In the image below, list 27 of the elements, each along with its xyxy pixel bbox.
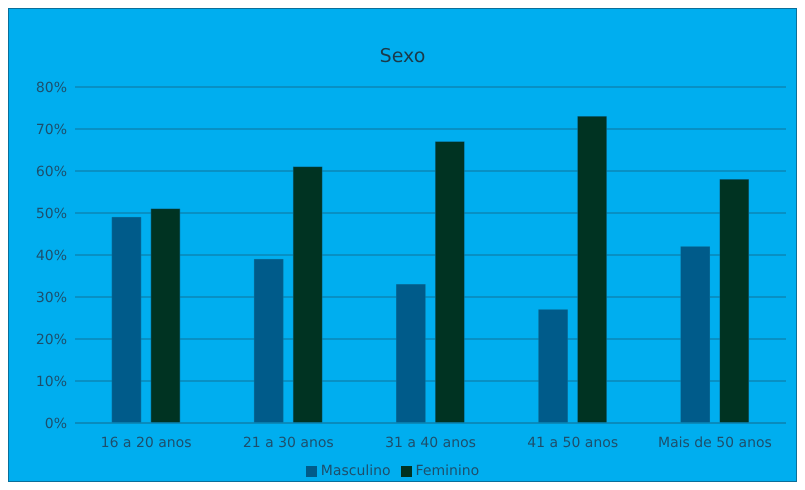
- y-tick-label: 0%: [44, 416, 67, 432]
- bar: [254, 258, 284, 423]
- y-tick-label: 40%: [36, 248, 67, 264]
- y-tick-label: 70%: [36, 122, 67, 138]
- y-tick-label: 60%: [36, 164, 67, 180]
- y-tick-label: 50%: [36, 206, 67, 222]
- x-tick-label: 16 a 20 anos: [100, 434, 192, 451]
- bar: [680, 246, 710, 423]
- y-tick-label: 80%: [36, 80, 67, 96]
- bar: [396, 284, 426, 423]
- bar: [150, 208, 180, 423]
- legend-label: Feminino: [416, 463, 480, 479]
- bar: [538, 309, 568, 423]
- bar: [577, 116, 607, 423]
- y-tick-label: 30%: [36, 290, 67, 306]
- x-tick-label: 21 a 30 anos: [242, 434, 334, 451]
- bar: [112, 216, 142, 423]
- legend-label: Masculino: [320, 463, 391, 479]
- bar: [720, 179, 750, 423]
- x-tick-label: 41 a 50 anos: [527, 434, 618, 451]
- bar: [292, 166, 322, 423]
- y-tick-label: 20%: [36, 332, 67, 348]
- y-tick-label: 10%: [36, 374, 67, 390]
- x-tick-label: 31 a 40 anos: [385, 434, 476, 451]
- bar: [435, 141, 465, 423]
- x-tick-label: Mais de 50 anos: [658, 434, 772, 451]
- chart-title: Sexo: [378, 45, 426, 67]
